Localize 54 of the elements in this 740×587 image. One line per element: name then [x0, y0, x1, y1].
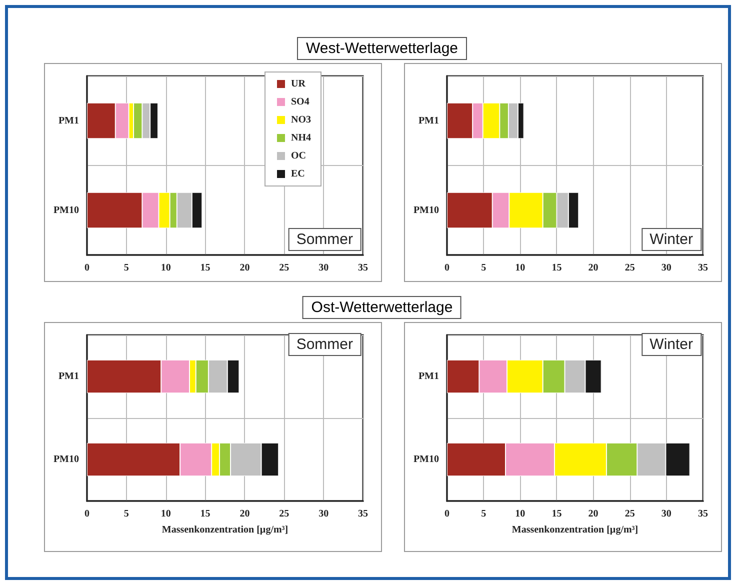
legend-label: NO3: [291, 114, 311, 126]
legend-label: EC: [291, 168, 305, 180]
x-tick-label: 35: [358, 508, 368, 520]
x-tick-label: 0: [444, 262, 450, 274]
x-tick-label: 20: [588, 262, 598, 274]
text: Winter: [650, 231, 694, 248]
chart-title: Winter: [650, 336, 694, 353]
x-axis-title: Massenkonzentration [µg/m³]: [162, 524, 288, 536]
x-tick-label: 20: [240, 508, 250, 520]
x-tick-label: 0: [84, 508, 90, 520]
x-tick-label: 0: [84, 262, 90, 274]
y-tick-label: PM10: [53, 454, 79, 465]
x-tick-label: 25: [279, 262, 290, 274]
x-tick-label: 30: [318, 508, 329, 520]
chart-title: Sommer: [296, 336, 354, 353]
y-tick-label: PM1: [58, 115, 79, 126]
x-tick-label: 5: [481, 262, 486, 274]
text: West-Wetterwetterlage: [297, 37, 467, 60]
x-tick-label: 10: [160, 262, 171, 274]
text: Ost-Wetterwetterlage: [302, 296, 462, 319]
x-tick-label: 25: [279, 508, 290, 520]
x-tick-label: 20: [588, 508, 598, 520]
x-tick-label: 5: [481, 508, 486, 520]
y-tick-label: PM1: [418, 115, 439, 126]
x-tick-label: 35: [358, 262, 368, 274]
x-tick-label: 25: [624, 262, 635, 274]
x-tick-label: 15: [552, 508, 562, 520]
x-tick-label: 35: [698, 508, 708, 520]
legend-label: OC: [291, 150, 306, 162]
y-tick-label: PM1: [58, 371, 79, 382]
x-tick-label: 10: [515, 508, 526, 520]
y-tick-label: PM10: [413, 204, 439, 216]
x-tick-label: 15: [200, 262, 210, 274]
x-tick-label: 10: [515, 262, 526, 274]
x-tick-label: 25: [624, 508, 635, 520]
legend-label: SO4: [291, 96, 310, 108]
x-tick-label: 10: [160, 508, 171, 520]
y-tick-label: PM1: [418, 371, 439, 382]
x-tick-label: 20: [240, 262, 250, 274]
x-tick-label: 5: [124, 508, 129, 520]
x-tick-label: 30: [661, 262, 672, 274]
legend-label: NH4: [291, 132, 311, 144]
x-tick-label: 15: [552, 262, 562, 274]
legend-label: UR: [291, 78, 306, 90]
x-tick-label: 5: [124, 262, 129, 274]
x-tick-label: 35: [698, 262, 708, 274]
x-tick-label: 15: [200, 508, 210, 520]
x-axis-title: Massenkonzentration [µg/m³]: [512, 524, 638, 536]
x-tick-label: 0: [444, 508, 450, 520]
x-tick-label: 30: [661, 508, 672, 520]
text: Sommer: [296, 231, 354, 248]
y-tick-label: PM10: [53, 204, 79, 216]
y-tick-label: PM10: [413, 454, 439, 465]
x-tick-label: 30: [318, 262, 329, 274]
